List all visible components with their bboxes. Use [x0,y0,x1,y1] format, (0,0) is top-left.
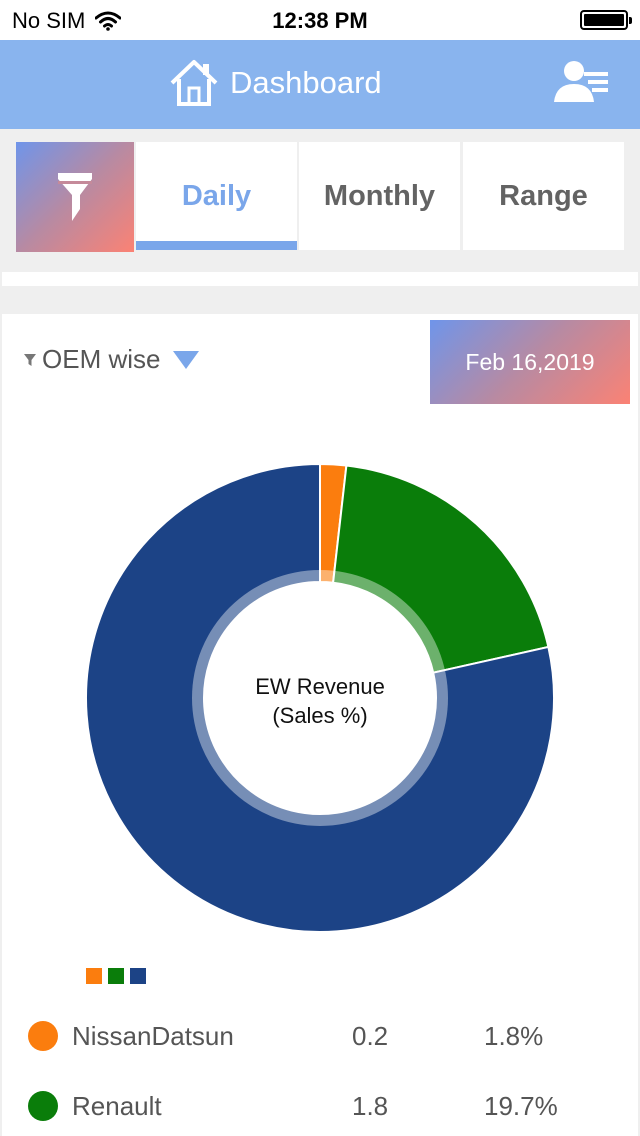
filter-button[interactable] [16,142,134,252]
list-item[interactable]: NissanDatsun 0.2 1.8% [2,1016,638,1056]
battery-icon [580,10,628,30]
row-value: 0.2 [352,1021,388,1052]
legend [86,968,152,984]
status-bar: No SIM 12:38 PM [0,0,640,40]
legend-swatch [108,968,124,984]
chart-center-label: EW Revenue (Sales %) [200,672,440,730]
tab-range[interactable]: Range [463,142,624,250]
nav-bar: Dashboard [0,40,640,129]
row-value: 1.8 [352,1091,388,1122]
chart-center-line2: (Sales %) [200,701,440,730]
legend-swatch [86,968,102,984]
divider-strip [2,272,638,286]
home-link[interactable]: Dashboard [168,50,382,116]
color-dot [28,1021,58,1051]
page-title: Dashboard [230,65,382,101]
user-menu-icon[interactable] [554,58,610,106]
row-name: NissanDatsun [72,1021,234,1052]
clock: 12:38 PM [0,8,640,34]
tab-daily[interactable]: Daily [136,142,297,250]
color-dot [28,1091,58,1121]
legend-swatch [130,968,146,984]
chart-center-line1: EW Revenue [200,672,440,701]
tab-monthly[interactable]: Monthly [299,142,460,250]
row-name: Renault [72,1091,162,1122]
row-percent: 1.8% [484,1021,543,1052]
row-percent: 19.7% [484,1091,558,1122]
home-icon [168,57,220,109]
funnel-icon [56,171,94,223]
list-item[interactable]: Renault 1.8 19.7% [2,1086,638,1126]
chart-card: OEM wise Feb 16,2019 EW Revenue (Sales %… [2,314,638,1136]
